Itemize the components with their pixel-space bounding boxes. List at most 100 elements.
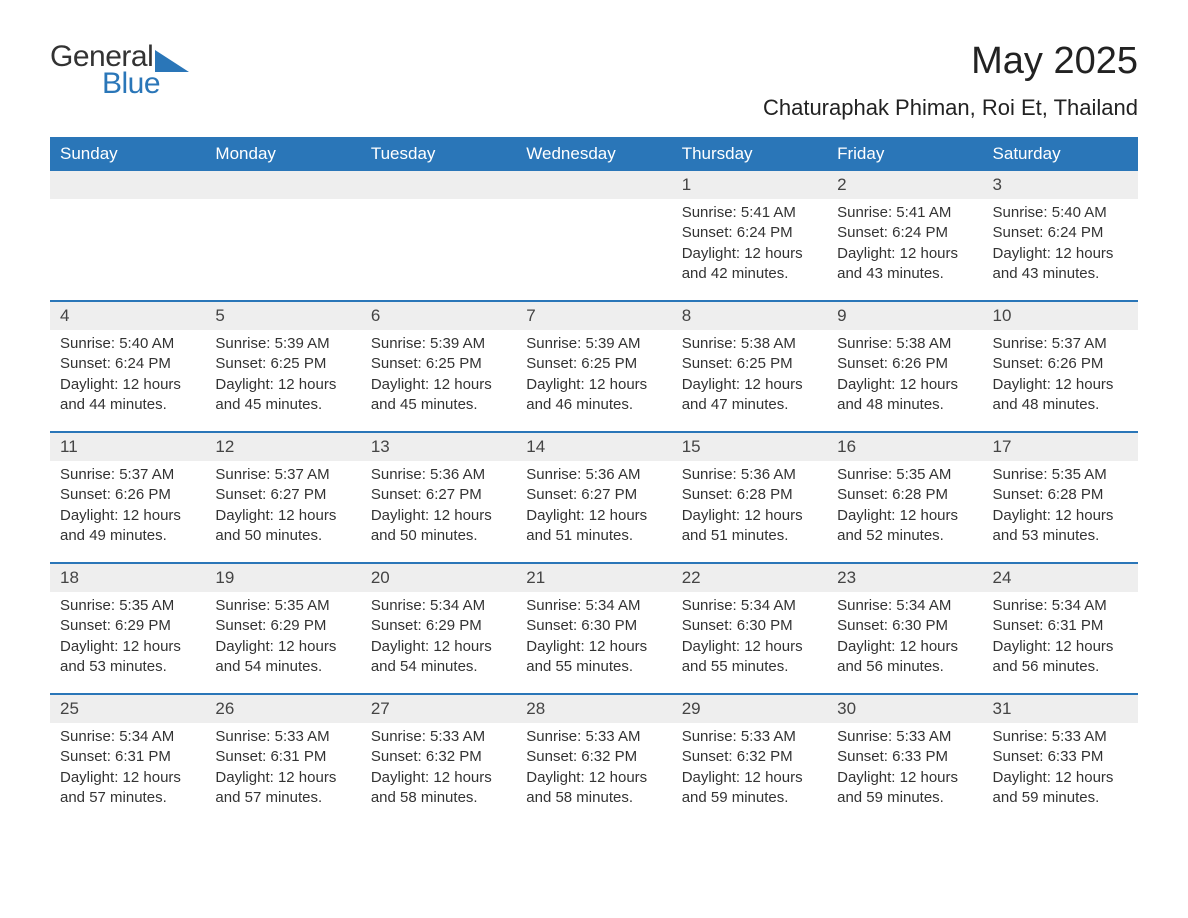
weekday-header: Monday: [205, 137, 360, 171]
calendar: SundayMondayTuesdayWednesdayThursdayFrid…: [50, 137, 1138, 816]
day-body: Sunrise: 5:33 AMSunset: 6:31 PMDaylight:…: [205, 723, 360, 816]
day-info-line: Daylight: 12 hours and 54 minutes.: [215, 637, 350, 678]
day-info-line: Daylight: 12 hours and 50 minutes.: [215, 506, 350, 547]
day-number: 7: [516, 302, 671, 330]
day-info-line: Daylight: 12 hours and 45 minutes.: [371, 375, 506, 416]
day-info-line: Sunrise: 5:35 AM: [215, 596, 350, 616]
day-info-line: Sunrise: 5:33 AM: [526, 727, 661, 747]
weekday-header-row: SundayMondayTuesdayWednesdayThursdayFrid…: [50, 137, 1138, 171]
day-cell: 19 Sunrise: 5:35 AMSunset: 6:29 PMDayligh…: [205, 564, 360, 685]
day-cell: 15Sunrise: 5:36 AMSunset: 6:28 PMDayligh…: [672, 433, 827, 554]
logo: General Blue: [50, 40, 189, 101]
day-info-line: Sunrise: 5:35 AM: [837, 465, 972, 485]
day-info-line: Sunset: 6:31 PM: [60, 747, 195, 767]
day-info-line: Daylight: 12 hours and 58 minutes.: [371, 768, 506, 809]
week-row: 11Sunrise: 5:37 AMSunset: 6:26 PMDayligh…: [50, 431, 1138, 554]
day-info-line: Sunset: 6:30 PM: [682, 616, 817, 636]
day-number: 19: [205, 564, 360, 592]
day-info-line: Daylight: 12 hours and 58 minutes.: [526, 768, 661, 809]
day-number: 25: [50, 695, 205, 723]
day-cell: 27Sunrise: 5:33 AMSunset: 6:32 PMDayligh…: [361, 695, 516, 816]
day-body: Sunrise: 5:35 AMSunset: 6:29 PMDaylight:…: [50, 592, 205, 685]
day-info-line: Sunset: 6:25 PM: [682, 354, 817, 374]
day-body: Sunrise: 5:35 AMSunset: 6:28 PMDaylight:…: [983, 461, 1138, 554]
day-cell: 12Sunrise: 5:37 AMSunset: 6:27 PMDayligh…: [205, 433, 360, 554]
day-info-line: Sunset: 6:27 PM: [371, 485, 506, 505]
day-body: Sunrise: 5:33 AMSunset: 6:32 PMDaylight:…: [516, 723, 671, 816]
day-info-line: Sunset: 6:29 PM: [371, 616, 506, 636]
day-body: Sunrise: 5:41 AMSunset: 6:24 PMDaylight:…: [827, 199, 982, 292]
day-cell: 3Sunrise: 5:40 AMSunset: 6:24 PMDaylight…: [983, 171, 1138, 292]
day-number: 11: [50, 433, 205, 461]
day-info-line: Sunset: 6:33 PM: [837, 747, 972, 767]
day-info-line: Daylight: 12 hours and 48 minutes.: [837, 375, 972, 416]
day-body: [361, 199, 516, 211]
day-info-line: Sunset: 6:28 PM: [682, 485, 817, 505]
day-body: Sunrise: 5:33 AMSunset: 6:33 PMDaylight:…: [827, 723, 982, 816]
day-number: 29: [672, 695, 827, 723]
day-info-line: Sunset: 6:29 PM: [60, 616, 195, 636]
day-info-line: Sunset: 6:26 PM: [993, 354, 1128, 374]
day-info-line: Sunrise: 5:35 AM: [60, 596, 195, 616]
day-cell: 18Sunrise: 5:35 AMSunset: 6:29 PMDayligh…: [50, 564, 205, 685]
day-info-line: Sunset: 6:28 PM: [993, 485, 1128, 505]
day-info-line: Sunrise: 5:41 AM: [682, 203, 817, 223]
day-body: Sunrise: 5:40 AMSunset: 6:24 PMDaylight:…: [983, 199, 1138, 292]
day-body: Sunrise: 5:37 AMSunset: 6:26 PMDaylight:…: [983, 330, 1138, 423]
day-info-line: Sunrise: 5:37 AM: [215, 465, 350, 485]
day-cell: 26Sunrise: 5:33 AMSunset: 6:31 PMDayligh…: [205, 695, 360, 816]
day-cell: 24 Sunrise: 5:34 AMSunset: 6:31 PMDayligh…: [983, 564, 1138, 685]
day-info-line: Daylight: 12 hours and 49 minutes.: [60, 506, 195, 547]
day-info-line: Sunset: 6:29 PM: [215, 616, 350, 636]
day-info-line: Sunset: 6:25 PM: [371, 354, 506, 374]
day-cell: 25Sunrise: 5:34 AMSunset: 6:31 PMDayligh…: [50, 695, 205, 816]
day-info-line: Sunrise: 5:36 AM: [526, 465, 661, 485]
day-info-line: Sunrise: 5:36 AM: [371, 465, 506, 485]
day-info-line: Sunrise: 5:40 AM: [993, 203, 1128, 223]
title-block: May 2025 Chaturaphak Phiman, Roi Et, Tha…: [763, 40, 1138, 121]
weekday-header: Saturday: [983, 137, 1138, 171]
day-info-line: Sunrise: 5:33 AM: [682, 727, 817, 747]
day-cell: [516, 171, 671, 292]
day-cell: 31Sunrise: 5:33 AMSunset: 6:33 PMDayligh…: [983, 695, 1138, 816]
day-info-line: Sunset: 6:26 PM: [60, 485, 195, 505]
day-number: 24: [983, 564, 1138, 592]
day-info-line: Daylight: 12 hours and 55 minutes.: [682, 637, 817, 678]
day-cell: 8Sunrise: 5:38 AMSunset: 6:25 PMDaylight…: [672, 302, 827, 423]
day-body: Sunrise: 5:34 AMSunset: 6:29 PMDaylight:…: [361, 592, 516, 685]
day-info-line: Sunset: 6:31 PM: [215, 747, 350, 767]
day-cell: 7Sunrise: 5:39 AMSunset: 6:25 PMDaylight…: [516, 302, 671, 423]
day-number: 14: [516, 433, 671, 461]
day-number: 26: [205, 695, 360, 723]
day-number: [205, 171, 360, 199]
day-info-line: Sunrise: 5:33 AM: [993, 727, 1128, 747]
day-info-line: Sunset: 6:25 PM: [526, 354, 661, 374]
day-info-line: Sunset: 6:31 PM: [993, 616, 1128, 636]
day-number: 31: [983, 695, 1138, 723]
day-number: 13: [361, 433, 516, 461]
day-number: 9: [827, 302, 982, 330]
day-info-line: Daylight: 12 hours and 44 minutes.: [60, 375, 195, 416]
day-info-line: Sunrise: 5:34 AM: [993, 596, 1128, 616]
day-body: Sunrise: 5:39 AMSunset: 6:25 PMDaylight:…: [516, 330, 671, 423]
day-info-line: Daylight: 12 hours and 48 minutes.: [993, 375, 1128, 416]
day-info-line: Sunset: 6:32 PM: [371, 747, 506, 767]
day-body: Sunrise: 5:38 AMSunset: 6:25 PMDaylight:…: [672, 330, 827, 423]
day-body: Sunrise: 5:37 AMSunset: 6:27 PMDaylight:…: [205, 461, 360, 554]
day-info-line: Sunrise: 5:34 AM: [60, 727, 195, 747]
day-info-line: Sunset: 6:28 PM: [837, 485, 972, 505]
day-info-line: Sunrise: 5:37 AM: [993, 334, 1128, 354]
day-cell: 13Sunrise: 5:36 AMSunset: 6:27 PMDayligh…: [361, 433, 516, 554]
day-cell: 30Sunrise: 5:33 AMSunset: 6:33 PMDayligh…: [827, 695, 982, 816]
day-info-line: Sunrise: 5:37 AM: [60, 465, 195, 485]
day-info-line: Sunrise: 5:36 AM: [682, 465, 817, 485]
day-info-line: Sunset: 6:27 PM: [526, 485, 661, 505]
day-info-line: Sunset: 6:30 PM: [526, 616, 661, 636]
day-info-line: Sunset: 6:24 PM: [60, 354, 195, 374]
day-number: 12: [205, 433, 360, 461]
day-cell: 20Sunrise: 5:34 AMSunset: 6:29 PMDayligh…: [361, 564, 516, 685]
day-body: [516, 199, 671, 211]
day-info-line: Sunset: 6:27 PM: [215, 485, 350, 505]
day-info-line: Daylight: 12 hours and 56 minutes.: [993, 637, 1128, 678]
day-info-line: Sunrise: 5:34 AM: [682, 596, 817, 616]
